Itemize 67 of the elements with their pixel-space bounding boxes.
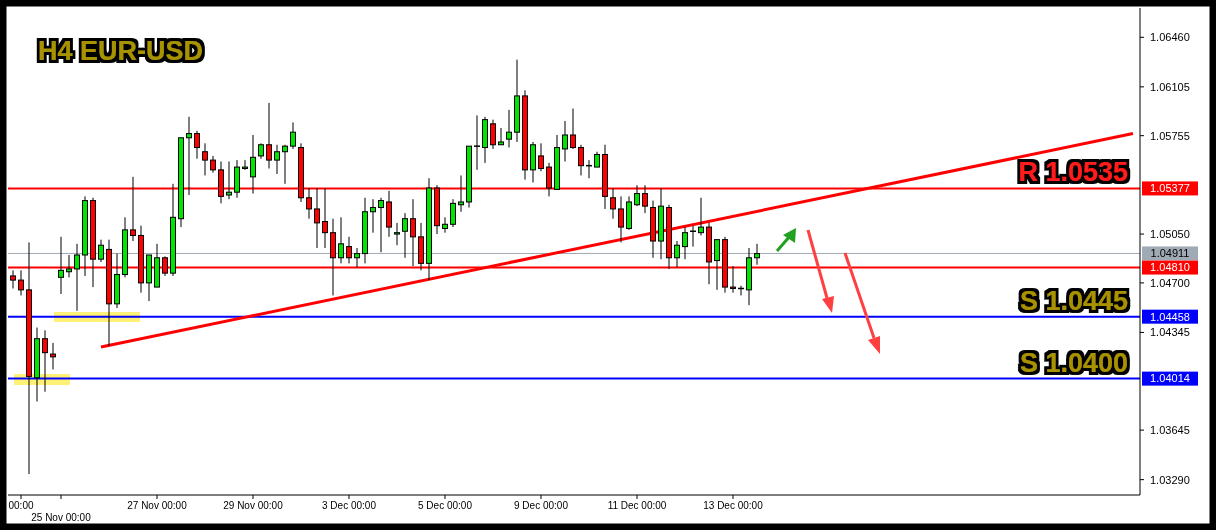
candlestick: [618, 195, 624, 243]
candlestick: [570, 107, 576, 150]
x-tick-label: 13 Dec 00:00: [703, 500, 764, 511]
x-tick-label: 9 Dec 00:00: [514, 500, 569, 511]
y-tick-label: 1.04700: [1150, 276, 1190, 289]
candlestick: [66, 254, 72, 278]
candlestick: [394, 222, 400, 246]
candlestick: [473, 114, 481, 171]
candlestick: [562, 120, 568, 162]
candlestick: [698, 197, 704, 236]
x-tick-label: 27 Nov 00:00: [127, 500, 188, 511]
x-tick-label: 3 Dec 00:00: [322, 500, 377, 511]
candlestick: [194, 130, 200, 160]
candlestick: [242, 159, 248, 171]
annotation: R 1.0535: [1018, 157, 1128, 188]
candlestick: [290, 121, 296, 150]
candlestick: [714, 239, 720, 291]
candlestick: [506, 109, 512, 149]
y-tick-label: 1.06460: [1150, 31, 1190, 44]
candlestick: [98, 239, 104, 263]
ref-line-label: 1.04458: [1150, 310, 1190, 323]
candlestick: [378, 197, 384, 253]
candlestick: [282, 144, 288, 185]
x-tick-label: 5 Dec 00:00: [418, 500, 473, 511]
candlestick: [754, 243, 760, 266]
candlestick: [338, 216, 344, 264]
candlestick: [202, 142, 208, 176]
candlestick: [442, 216, 448, 234]
candlestick: [490, 119, 496, 150]
ref-line-label: 1.04810: [1150, 261, 1190, 274]
candlestick: [450, 198, 456, 228]
candlestick: [682, 226, 688, 260]
candlestick: [634, 184, 640, 207]
x-tick-label: 25 Nov 00:00: [31, 512, 92, 523]
x-tick-label: 00:00: [8, 500, 34, 511]
candlestick: [74, 243, 80, 312]
ref-line-label: 1.04911: [1150, 247, 1190, 260]
candlestick: [266, 102, 272, 169]
candlestick: [354, 247, 360, 269]
candlestick: [250, 134, 256, 195]
y-tick-label: 1.06105: [1150, 80, 1190, 93]
candlestick: [50, 342, 56, 370]
annotation: S 1.0400: [1019, 347, 1128, 378]
annotation: S 1.0445: [1019, 285, 1128, 316]
candlestick: [42, 329, 48, 393]
candlestick: [674, 240, 680, 269]
x-tick-label: 11 Dec 00:00: [607, 500, 667, 511]
candlestick: [274, 144, 280, 175]
y-tick-label: 1.04345: [1150, 326, 1190, 339]
y-tick-label: 1.03645: [1150, 423, 1190, 436]
candlestick: [458, 174, 464, 213]
candlestick: [370, 198, 376, 234]
candlestick: [226, 161, 232, 200]
candlestick: [498, 127, 504, 146]
y-tick-label: 1.03290: [1150, 473, 1190, 486]
x-tick-label: 29 Nov 00:00: [223, 500, 284, 511]
candlestick: [186, 116, 192, 196]
ref-line-label: 1.04014: [1150, 372, 1190, 385]
candlestick: [538, 142, 544, 172]
text: H4 EUR-USD: [38, 36, 204, 66]
y-tick-label: 1.05755: [1150, 129, 1190, 142]
candlestick: [346, 236, 352, 264]
ref-line-label: 1.05377: [1150, 182, 1190, 195]
candlestick: [578, 144, 584, 176]
candlestick: [58, 236, 64, 295]
y-tick-label: 1.05050: [1150, 227, 1190, 240]
candlestick: [402, 212, 408, 259]
